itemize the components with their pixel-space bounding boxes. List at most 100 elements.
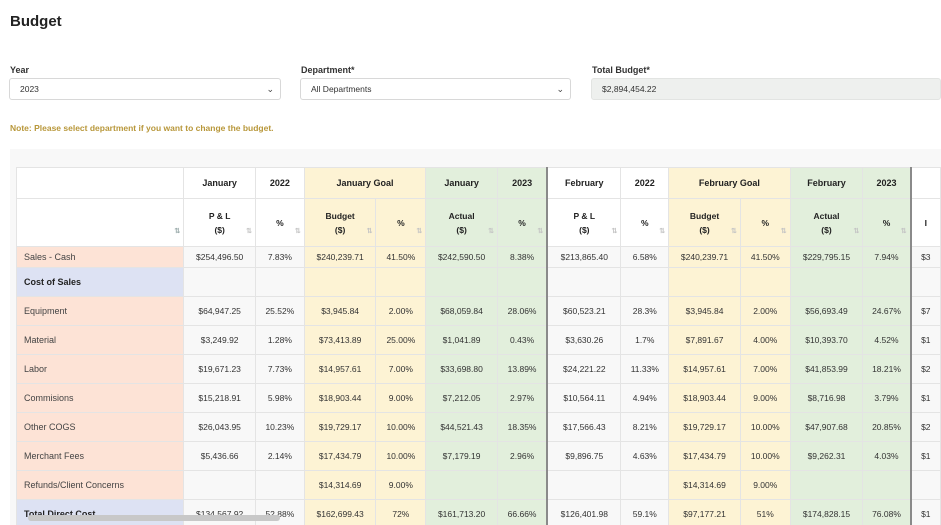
header-label-sort[interactable]: ⇅: [15, 198, 185, 247]
table-cell: 7.00%: [739, 354, 791, 384]
table-cell: $10,564.11: [546, 383, 622, 413]
table-cell: $7: [909, 296, 941, 326]
sort-icon[interactable]: ⇅: [366, 228, 373, 235]
row-label: Total Direct Cost: [15, 499, 185, 525]
column-header-group: February Goal: [668, 167, 791, 199]
table-cell: $9,896.75: [546, 441, 622, 471]
table-cell: 66.66%: [496, 499, 548, 525]
sort-icon[interactable]: ⇅: [294, 228, 301, 235]
column-header[interactable]: Actual ($) ⇅: [425, 198, 498, 247]
column-header-label: Actual: [813, 210, 840, 221]
table-cell: $1: [909, 325, 941, 355]
table-cell: 52.88%: [255, 499, 305, 525]
table-cell: 28.06%: [496, 296, 548, 326]
table-cell: $64,947.25: [183, 296, 256, 326]
table-cell: $41,853.99: [789, 354, 864, 384]
horizontal-scrollbar[interactable]: [28, 515, 280, 521]
column-header[interactable]: % ⇅: [255, 198, 305, 247]
sort-icon[interactable]: ⇅: [853, 228, 859, 235]
sort-icon[interactable]: ⇅: [416, 228, 422, 235]
table-row: Commisions $15,218.91 5.98% $18,903.44 9.00%…: [15, 383, 941, 413]
table-cell: $7,179.19: [425, 441, 498, 471]
table-cell: 7.73%: [255, 354, 305, 384]
sort-icon[interactable]: ⇅: [246, 228, 252, 235]
sort-icon[interactable]: ⇅: [611, 228, 618, 235]
column-header[interactable]: Budget ($) ⇅: [668, 198, 741, 247]
table-cell: 4.52%: [862, 325, 912, 355]
column-header[interactable]: P & L ($) ⇅: [546, 198, 622, 247]
table-cell: $19,729.17: [303, 412, 377, 442]
table-cell: 4.94%: [620, 383, 670, 413]
table-cell: [620, 470, 670, 500]
table-cell: 9.00%: [375, 383, 427, 413]
page-title: Budget: [10, 13, 62, 30]
sort-icon[interactable]: ⇅: [488, 228, 494, 235]
table-cell: $14,314.69: [303, 470, 377, 500]
table-cell: $47,907.68: [789, 412, 864, 442]
column-header[interactable]: P & L ($) ⇅: [183, 198, 256, 247]
header-blank: [15, 167, 185, 199]
sort-icon[interactable]: ⇅: [537, 228, 543, 235]
column-header[interactable]: % ⇅: [375, 198, 427, 247]
table-cell: $3,630.26: [546, 325, 622, 355]
column-header-label: %: [276, 217, 284, 228]
table-cell: 18.21%: [862, 354, 912, 384]
table-cell: $60,523.21: [546, 296, 622, 326]
table-cell: 2.00%: [375, 296, 427, 326]
table-cell: [546, 470, 622, 500]
table-cell: $1: [909, 441, 941, 471]
table-cell: 4.00%: [739, 325, 791, 355]
total-budget-field[interactable]: $2,894,454.22: [591, 78, 941, 100]
table-cell: $2: [909, 412, 941, 442]
table-row: Equipment $64,947.25 25.52% $3,945.84 2.00% $…: [15, 296, 941, 326]
column-header[interactable]: % ⇅: [496, 198, 548, 247]
table-cell: 25.00%: [375, 325, 427, 355]
table-cell: 5.98%: [255, 383, 305, 413]
table-cell: [546, 267, 622, 297]
table-cell: $242,590.50: [425, 246, 498, 268]
column-header[interactable]: I: [909, 198, 941, 247]
table-cell: 1.7%: [620, 325, 670, 355]
sort-icon[interactable]: ⇅: [780, 228, 787, 235]
column-header[interactable]: Budget ($) ⇅: [303, 198, 377, 247]
table-cell: $3,945.84: [303, 296, 377, 326]
table-cell: $3,249.92: [183, 325, 256, 355]
budget-table: January 2022 January Goal January 2023 Februa…: [15, 167, 941, 525]
department-select[interactable]: All Departments ⌄: [300, 78, 571, 100]
row-label: Cost of Sales: [15, 267, 185, 297]
column-header[interactable]: Actual ($) ⇅: [789, 198, 864, 247]
column-header[interactable]: % ⇅: [862, 198, 912, 247]
table-cell: $14,314.69: [668, 470, 741, 500]
sort-icon[interactable]: ⇅: [731, 228, 737, 235]
table-cell: 11.33%: [620, 354, 670, 384]
table-cell: $19,671.23: [183, 354, 256, 384]
budget-table-panel[interactable]: January 2022 January Goal January 2023 Februa…: [10, 149, 941, 525]
year-label: Year: [10, 65, 30, 75]
table-row: Merchant Fees $5,436.66 2.14% $17,434.79 10.…: [15, 441, 941, 471]
table-cell: $18,903.44: [668, 383, 741, 413]
sort-icon[interactable]: ⇅: [659, 228, 665, 235]
year-value: 2023: [20, 84, 39, 94]
table-cell: 28.3%: [620, 296, 670, 326]
column-header[interactable]: % ⇅: [739, 198, 791, 247]
year-select[interactable]: 2023 ⌄: [9, 78, 281, 100]
total-budget-value: $2,894,454.22: [602, 84, 657, 94]
column-header-group: 2023: [496, 167, 548, 199]
column-header[interactable]: % ⇅: [620, 198, 670, 247]
table-cell: 2.14%: [255, 441, 305, 471]
column-header-label: %: [641, 217, 649, 228]
table-cell: $174,828.15: [789, 499, 864, 525]
row-label: Labor: [15, 354, 185, 384]
column-header-label: I: [924, 217, 927, 228]
table-row: Material $3,249.92 1.28% $73,413.89 25.00% $1…: [15, 325, 941, 355]
table-cell: $33,698.80: [425, 354, 498, 384]
sort-icon[interactable]: ⇅: [900, 228, 907, 235]
table-cell: $213,865.40: [546, 246, 622, 268]
department-value: All Departments: [311, 84, 372, 94]
table-cell: [183, 267, 256, 297]
table-cell: 10.00%: [375, 441, 427, 471]
table-cell: 76.08%: [862, 499, 912, 525]
table-cell: $1: [909, 383, 941, 413]
table-cell: [862, 470, 912, 500]
table-cell: $14,957.61: [303, 354, 377, 384]
